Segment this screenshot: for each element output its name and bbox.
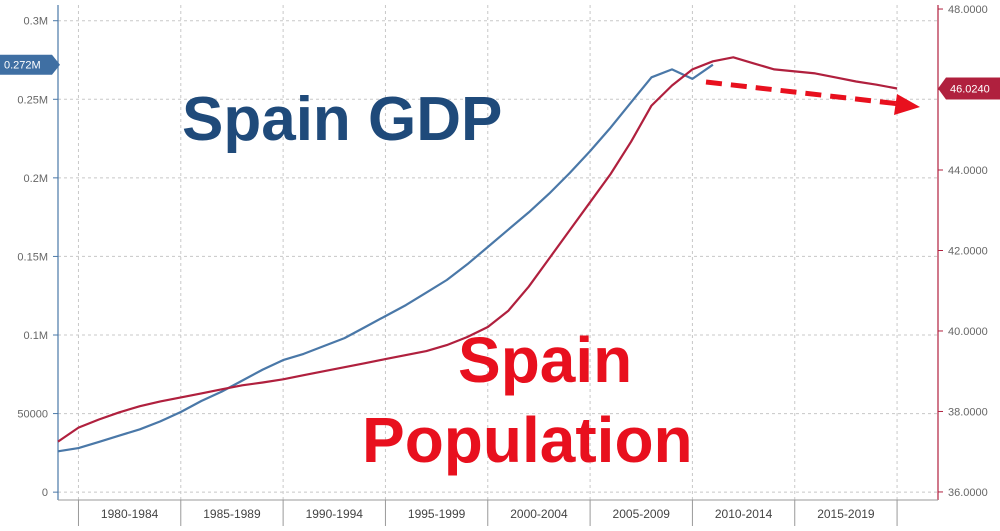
left-tick-label: 0.2M <box>24 173 48 185</box>
population-last-value-text: 46.0240 <box>950 84 990 96</box>
series-layer <box>57 56 898 453</box>
left-tick-label: 0.3M <box>24 16 48 28</box>
gdp-last-value-badge <box>0 54 60 75</box>
right-tick-label: 38.0000 <box>948 406 988 418</box>
x-tick-label: 2015-2019 <box>817 507 875 521</box>
gdp-last-value-text: 0.272M <box>4 60 41 72</box>
left-tick-label: 0.25M <box>17 94 48 106</box>
x-tick-label: 1995-1999 <box>408 507 466 521</box>
x-tick-label: 2005-2009 <box>613 507 671 521</box>
x-tick-label: 1990-1994 <box>306 507 364 521</box>
gdp-annotation: Spain GDP <box>182 85 502 154</box>
x-tick-label: 2010-2014 <box>715 507 773 521</box>
trend-arrow-head <box>894 94 920 115</box>
population-annotation-line1: Spain <box>458 324 632 396</box>
badge-layer: 0.272M 46.0240 <box>0 54 1000 100</box>
left-tick-label: 0.15M <box>17 251 48 263</box>
x-tick-label: 1980-1984 <box>101 507 159 521</box>
population-last-value-badge <box>938 77 1000 100</box>
left-tick-label: 50000 <box>17 409 48 421</box>
left-tick-label: 0.1M <box>24 330 48 342</box>
population-series-line <box>57 56 898 443</box>
right-tick-label: 40.0000 <box>948 326 988 338</box>
trend-arrow <box>705 79 920 115</box>
right-tick-label: 42.0000 <box>948 245 988 257</box>
right-tick-label: 44.0000 <box>948 165 988 177</box>
right-tick-label: 36.0000 <box>948 487 988 499</box>
trend-arrow-shaft <box>705 79 901 107</box>
right-tick-label: 48.0000 <box>948 4 988 16</box>
x-tick-label: 1985-1989 <box>203 507 261 521</box>
grid-layer <box>58 5 938 500</box>
left-tick-label: 0 <box>42 487 48 499</box>
x-tick-label: 2000-2004 <box>510 507 568 521</box>
gdp-series-line <box>57 63 714 453</box>
population-annotation-line2: Population <box>362 404 693 476</box>
